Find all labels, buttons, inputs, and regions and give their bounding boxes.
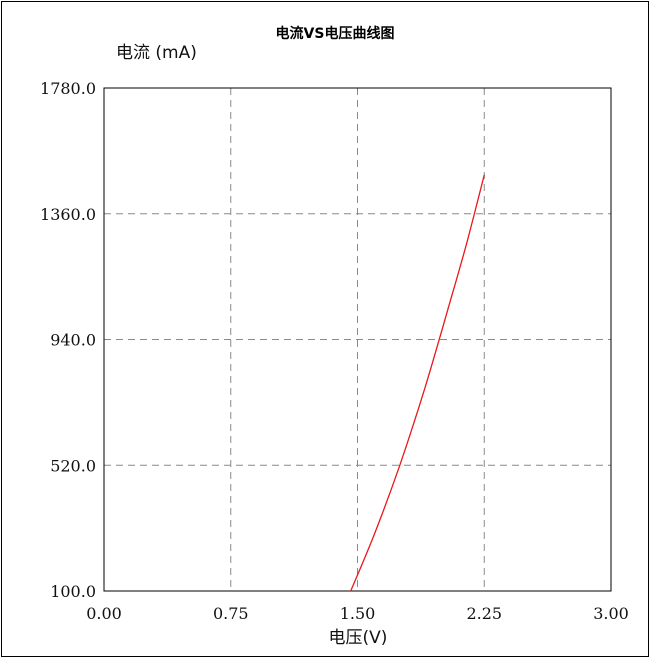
tick-layer: 0.00 0.75 1.50 2.25 3.00 1780.0 1360.0 940.0 520…: [40, 79, 629, 623]
x-tick-label: 0.00: [86, 604, 122, 623]
y-tick-label: 100.0: [50, 582, 96, 601]
x-axis-title: 电压(V): [329, 628, 388, 648]
series-layer: [350, 174, 485, 592]
chart-title: 电流VS电压曲线图: [276, 25, 395, 42]
y-tick-label: 1360.0: [40, 205, 96, 224]
x-tick-label: 2.25: [466, 604, 502, 623]
y-tick-label: 520.0: [50, 456, 96, 475]
y-axis-title: 电流 (mA): [116, 43, 197, 63]
x-tick-label: 3.00: [593, 604, 629, 623]
x-tick-label: 0.75: [213, 604, 249, 623]
series-line: [350, 174, 485, 592]
grid-layer: [104, 88, 611, 591]
x-tick-label: 1.50: [340, 604, 376, 623]
y-tick-label: 940.0: [50, 331, 96, 350]
plot-area: [103, 87, 612, 592]
y-tick-label: 1780.0: [40, 79, 96, 98]
